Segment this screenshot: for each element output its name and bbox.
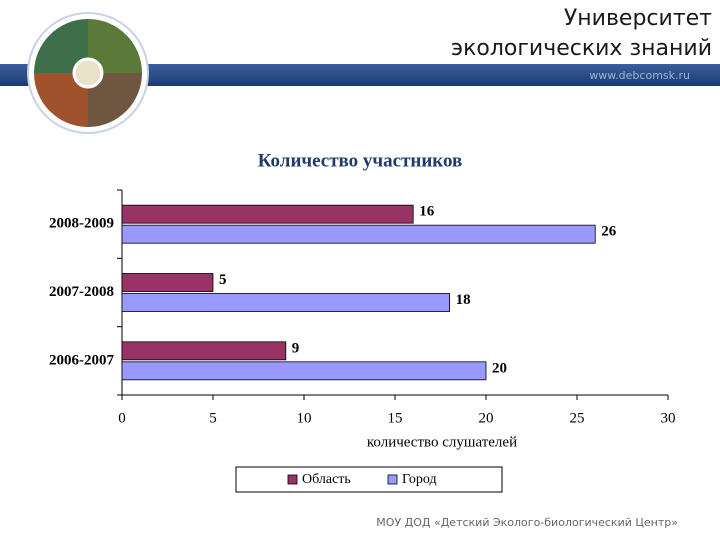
footer: МОУ ДОД «Детский Эколого-биологический Ц…	[376, 516, 678, 529]
value-label: 16	[419, 204, 435, 220]
value-label: 26	[601, 224, 617, 240]
bar	[121, 341, 287, 361]
y-tick-label: 2008-2009	[49, 216, 114, 232]
legend-label: Область	[302, 472, 351, 487]
header-title: экологических знаний	[451, 36, 712, 61]
header-title: Университет	[564, 6, 712, 31]
value-label: 9	[292, 340, 300, 356]
website: www.debcomsk.ru	[589, 69, 690, 82]
bar	[121, 273, 214, 292]
value-label: 20	[492, 360, 507, 376]
bar	[121, 293, 451, 312]
x-tick-label: 20	[479, 410, 494, 426]
legend-label: Город	[402, 472, 437, 487]
logo	[27, 12, 149, 134]
bar	[121, 361, 487, 381]
legend-box	[235, 466, 503, 493]
x-tick-label: 0	[118, 410, 126, 426]
x-axis-label: количество слушателей	[367, 434, 517, 450]
legend-swatch	[387, 474, 398, 485]
x-tick-label: 5	[209, 410, 217, 426]
bar	[121, 224, 596, 244]
value-label: 5	[219, 272, 227, 288]
header-band	[0, 64, 720, 86]
x-tick-label: 10	[297, 410, 312, 426]
x-tick-label: 30	[661, 410, 676, 426]
value-label: 18	[456, 292, 471, 308]
y-tick-label: 2007-2008	[49, 284, 114, 300]
x-tick-label: 15	[388, 410, 403, 426]
y-tick-label: 2006-2007	[49, 352, 114, 368]
chart: 0 5 10 15 20 25 30 2008-2009 16 26 2007-2008 5 18 200…	[49, 189, 676, 493]
x-tick-label: 25	[570, 410, 585, 426]
chart-title: Количество участников	[258, 150, 463, 171]
bar	[121, 204, 414, 224]
legend-swatch	[287, 474, 298, 485]
